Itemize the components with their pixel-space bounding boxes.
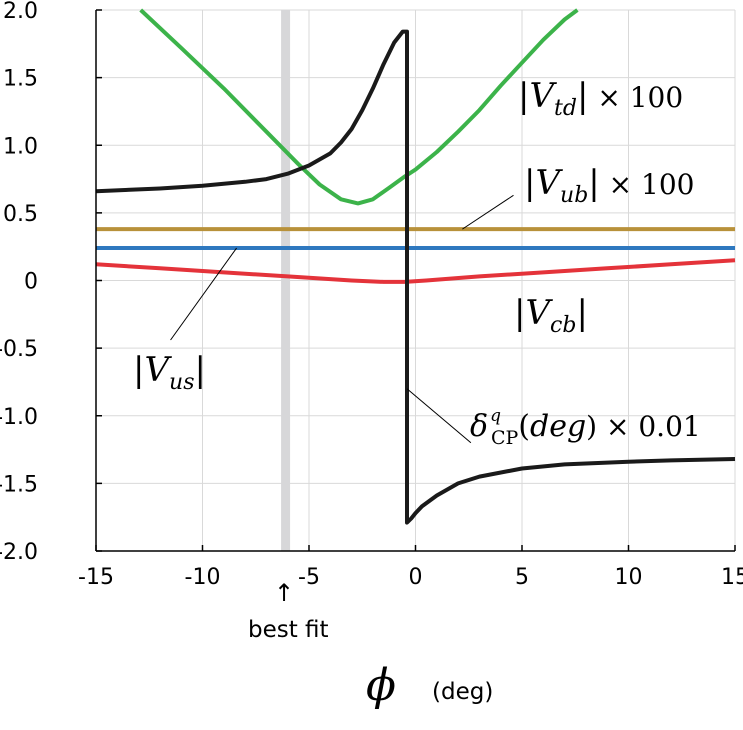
series-group — [95, 8, 736, 525]
label-vub: |Vub| × 100 — [524, 163, 694, 208]
y-tick-label: 1.5 — [3, 67, 38, 92]
x-tick-label: 10 — [615, 565, 643, 590]
y-tick-label: -2.0 — [0, 540, 38, 565]
x-axis-title: ϕ — [366, 660, 396, 711]
y-tick-label: -0.5 — [0, 337, 38, 362]
x-tick-label: -10 — [185, 565, 221, 590]
label-delta-cp: δ q CP(deg) × 0.01 — [470, 406, 701, 449]
leader-line — [406, 388, 472, 444]
best-fit-label: best fit — [248, 617, 329, 643]
x-axis-unit: (deg) — [432, 679, 493, 705]
best-fit-arrow: ↑ — [274, 579, 294, 607]
leader-line — [170, 247, 237, 341]
y-tick-label: 2.0 — [3, 0, 38, 24]
x-tick-label: 5 — [515, 565, 529, 590]
y-tick-label: 1.0 — [3, 134, 38, 159]
series-line — [139, 8, 579, 206]
leader-lines — [170, 194, 514, 444]
y-tick-label: 0 — [24, 270, 38, 295]
label-vcb: |Vcb| — [514, 293, 588, 338]
x-tick-label: -5 — [298, 565, 320, 590]
grid — [95, 9, 736, 552]
y-tick-label: 0.5 — [3, 202, 38, 227]
label-vtd: |Vtd| × 100 — [518, 76, 683, 121]
series-line — [95, 29, 736, 525]
leader-line — [462, 194, 514, 230]
x-tick-label: 0 — [409, 565, 423, 590]
y-tick-label: -1.0 — [0, 405, 38, 430]
best-fit-band — [281, 10, 291, 551]
series-line — [95, 258, 736, 284]
y-tick-label: -1.5 — [0, 472, 38, 497]
x-tick-label: 15 — [721, 565, 743, 590]
label-vus: |Vus| — [133, 350, 206, 395]
x-tick-label: -15 — [78, 565, 114, 590]
ticks: -15 -10 -5 0 5 10 15 2.0 1.5 1.0 0.5 0 -0.5 -1.0 -1.5 -… — [0, 0, 743, 590]
